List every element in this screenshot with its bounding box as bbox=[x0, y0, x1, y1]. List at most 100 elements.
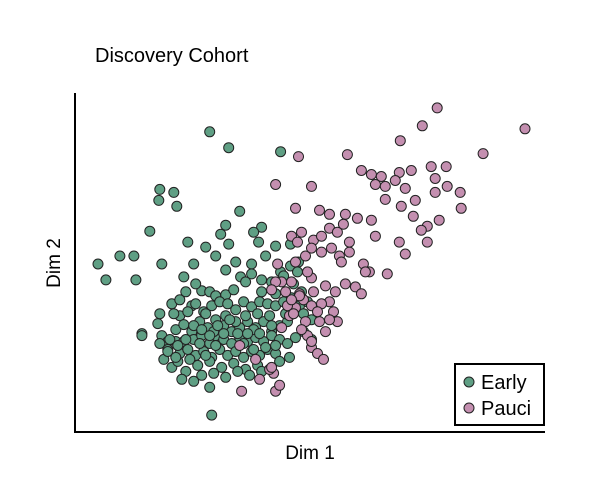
data-point-pauci-87 bbox=[250, 353, 262, 365]
data-point-early-170 bbox=[154, 308, 166, 320]
data-point-early-8 bbox=[182, 236, 194, 248]
data-point-pauci-17 bbox=[389, 175, 401, 186]
data-point-early-10 bbox=[234, 205, 246, 217]
data-point-early-138 bbox=[176, 373, 188, 385]
data-point-pauci-29 bbox=[314, 204, 325, 216]
data-point-early-57 bbox=[246, 301, 258, 313]
data-point-pauci-61 bbox=[355, 288, 367, 300]
data-point-pauci-50 bbox=[381, 268, 393, 280]
data-point-pauci-35 bbox=[433, 214, 445, 226]
data-point-early-167 bbox=[168, 308, 180, 320]
data-point-early-28 bbox=[246, 258, 258, 270]
data-point-early-153 bbox=[204, 330, 216, 342]
data-point-early-19 bbox=[92, 258, 104, 270]
data-point-early-157 bbox=[242, 328, 254, 340]
data-point-early-1 bbox=[223, 142, 235, 154]
data-point-early-54 bbox=[222, 298, 234, 310]
data-point-early-29 bbox=[260, 250, 272, 262]
data-point-early-185 bbox=[200, 349, 212, 361]
data-point-pauci-53 bbox=[300, 250, 311, 262]
data-point-pauci-93 bbox=[254, 373, 266, 385]
data-point-pauci-110 bbox=[312, 306, 323, 318]
data-point-pauci-27 bbox=[455, 202, 467, 214]
data-point-early-152 bbox=[196, 324, 208, 336]
data-point-pauci-99 bbox=[320, 280, 331, 292]
data-point-early-181 bbox=[180, 334, 192, 345]
data-point-pauci-0 bbox=[431, 102, 443, 114]
data-point-pauci-37 bbox=[296, 226, 307, 238]
data-point-early-156 bbox=[232, 328, 244, 340]
data-point-pauci-16 bbox=[379, 180, 391, 192]
data-point-pauci-12 bbox=[405, 165, 417, 176]
data-point-early-11 bbox=[256, 221, 268, 233]
data-point-early-135 bbox=[232, 365, 244, 377]
data-point-early-145 bbox=[240, 310, 252, 322]
data-point-pauci-31 bbox=[339, 208, 351, 220]
data-point-early-118 bbox=[192, 359, 204, 371]
data-point-early-3 bbox=[154, 183, 166, 195]
data-point-early-150 bbox=[218, 328, 230, 340]
data-point-early-182 bbox=[194, 338, 206, 349]
data-point-early-99 bbox=[290, 332, 301, 344]
data-point-pauci-25 bbox=[409, 194, 421, 206]
data-point-early-25 bbox=[188, 258, 200, 270]
data-point-pauci-102 bbox=[324, 314, 335, 326]
data-point-pauci-101 bbox=[288, 308, 299, 320]
data-point-pauci-30 bbox=[324, 208, 335, 220]
data-point-early-148 bbox=[270, 340, 282, 351]
data-point-early-20 bbox=[100, 274, 112, 286]
data-point-early-17 bbox=[223, 238, 235, 250]
data-point-early-158 bbox=[252, 308, 264, 320]
data-point-early-33 bbox=[178, 271, 190, 283]
data-point-pauci-32 bbox=[365, 214, 377, 226]
data-point-pauci-21 bbox=[399, 182, 411, 194]
data-point-early-126 bbox=[284, 351, 295, 363]
data-point-pauci-18 bbox=[429, 173, 441, 184]
data-point-pauci-52 bbox=[290, 256, 301, 268]
data-point-early-9 bbox=[215, 228, 227, 240]
data-point-early-34 bbox=[180, 286, 192, 298]
data-point-early-81 bbox=[152, 318, 164, 330]
data-points bbox=[92, 102, 531, 421]
data-point-early-115 bbox=[136, 330, 148, 342]
data-point-early-12 bbox=[220, 219, 232, 231]
data-point-pauci-100 bbox=[302, 266, 313, 278]
data-point-early-4 bbox=[168, 186, 180, 198]
data-point-pauci-1 bbox=[416, 120, 428, 132]
data-point-early-154 bbox=[212, 320, 224, 332]
legend-marker-pauci bbox=[463, 402, 475, 414]
data-point-pauci-46 bbox=[415, 224, 427, 236]
data-point-pauci-33 bbox=[407, 210, 419, 222]
data-point-early-24 bbox=[156, 258, 168, 270]
data-point-early-13 bbox=[248, 226, 260, 238]
data-point-early-98 bbox=[282, 338, 293, 349]
data-point-pauci-54 bbox=[306, 242, 317, 254]
data-point-early-131 bbox=[184, 353, 196, 365]
data-point-pauci-47 bbox=[421, 236, 433, 248]
data-point-pauci-5 bbox=[341, 149, 353, 161]
data-point-early-140 bbox=[204, 381, 216, 393]
data-point-early-42 bbox=[246, 268, 258, 280]
data-point-early-18 bbox=[200, 241, 212, 253]
data-point-pauci-43 bbox=[351, 212, 363, 224]
legend-label-early: Early bbox=[481, 372, 527, 394]
legend-label-pauci: Pauci bbox=[481, 398, 531, 420]
data-point-early-49 bbox=[182, 306, 194, 318]
data-point-early-173 bbox=[220, 264, 232, 276]
data-point-pauci-28 bbox=[290, 202, 301, 214]
data-point-early-50 bbox=[190, 298, 202, 310]
data-point-early-40 bbox=[228, 284, 240, 296]
data-point-early-164 bbox=[248, 344, 260, 355]
data-point-pauci-19 bbox=[441, 180, 453, 192]
data-point-pauci-79 bbox=[306, 336, 317, 347]
data-point-pauci-63 bbox=[329, 286, 341, 298]
data-point-pauci-94 bbox=[236, 385, 248, 397]
legend-box bbox=[454, 363, 545, 426]
data-point-pauci-2 bbox=[519, 123, 531, 135]
data-point-early-172 bbox=[190, 278, 202, 290]
data-point-pauci-92 bbox=[266, 361, 278, 373]
data-point-early-110 bbox=[238, 351, 250, 363]
data-point-early-27 bbox=[230, 256, 242, 268]
data-point-early-21 bbox=[114, 250, 126, 262]
